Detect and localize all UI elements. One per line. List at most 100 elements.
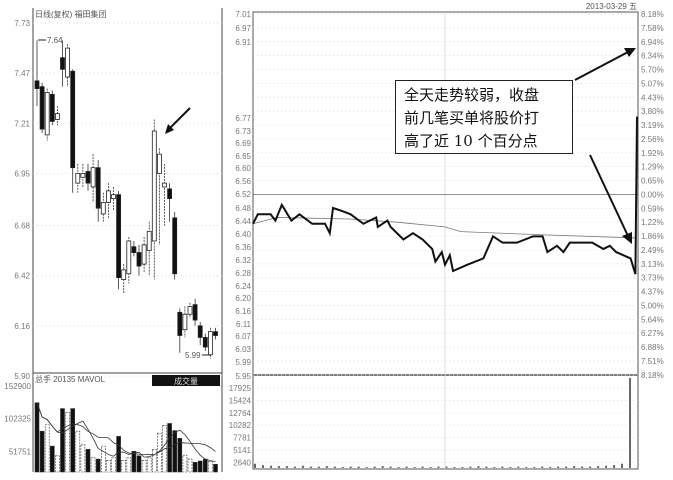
annotation-line: 前几笔买单将股价打 <box>404 109 540 127</box>
volume-bar <box>182 454 188 473</box>
arrow-to-high <box>574 51 629 81</box>
candle-down <box>197 325 203 338</box>
price-tick: 6.56 <box>235 177 251 186</box>
percent-tick: 3.13% <box>641 260 664 269</box>
daily-y-tick: 7.21 <box>14 119 30 128</box>
date-label: 2013-03-29 五 <box>586 2 637 11</box>
average-price-line <box>252 217 636 239</box>
intraday-volume-bar <box>261 465 264 468</box>
volume-tick: 12764 <box>229 409 252 418</box>
volume-bar <box>75 430 81 473</box>
intraday-volume-bar <box>493 467 496 468</box>
volume-bar <box>177 438 183 473</box>
percent-tick: 8.18% <box>641 10 664 19</box>
daily-volume-tick: 102325 <box>4 415 31 424</box>
intraday-volume-bar <box>477 466 480 468</box>
intraday-volume-bar <box>597 466 600 468</box>
intraday-volume-bar <box>525 467 528 468</box>
price-tick: 6.20 <box>235 294 251 303</box>
low-label: 5.99 <box>185 351 201 360</box>
price-tick: 6.36 <box>235 243 251 252</box>
volume-bar <box>152 449 157 473</box>
candle-down <box>34 80 40 89</box>
intraday-volume-bar <box>301 465 304 468</box>
percent-tick: 7.51% <box>641 357 664 366</box>
intraday-volume-bar <box>461 467 464 468</box>
intraday-volume-bar <box>421 466 424 468</box>
candle-up <box>146 230 152 252</box>
percent-tick: 5.70% <box>641 66 664 75</box>
candle-up <box>111 194 116 199</box>
percent-tick: 8.18% <box>641 371 664 380</box>
intraday-volume-bar <box>413 467 416 468</box>
intraday-volume-bar <box>589 466 592 468</box>
volume-bar <box>101 445 106 473</box>
percent-tick: 5.64% <box>641 315 664 324</box>
intraday-volume-bar <box>557 466 560 468</box>
intraday-volume-bar <box>605 465 608 468</box>
high-label: 7.64 <box>47 36 63 45</box>
daily-y-tick: 6.16 <box>14 322 30 331</box>
volume-tick: 2640 <box>233 458 251 467</box>
arrow-head-icon <box>624 48 636 57</box>
candle-up <box>75 173 81 184</box>
price-tick: 6.73 <box>235 127 251 136</box>
daily-y-tick: 6.42 <box>14 272 30 281</box>
percent-tick: 1.22% <box>641 218 664 227</box>
intraday-volume-bar <box>613 465 616 468</box>
price-tick: 6.24 <box>235 282 251 291</box>
volume-bar <box>39 430 45 473</box>
volume-bar <box>34 402 40 473</box>
volume-bar <box>85 449 91 473</box>
intraday-volume-bar <box>621 463 624 468</box>
annotation-line: 高了近 10 个百分点 <box>404 132 538 150</box>
percent-tick: 1.86% <box>641 232 664 241</box>
candle-up <box>126 240 132 275</box>
percent-tick: 2.56% <box>641 135 664 144</box>
intraday-volume-bar <box>277 466 280 468</box>
candle-down <box>192 304 198 321</box>
daily-y-tick: 6.68 <box>14 222 30 231</box>
price-tick: 6.40 <box>235 230 251 239</box>
candle-down <box>85 171 91 184</box>
candle-up <box>65 47 70 78</box>
intraday-volume-bar <box>517 466 520 468</box>
candle-up <box>141 244 147 265</box>
intraday-volume-bar <box>325 466 328 468</box>
price-tick: 6.28 <box>235 269 251 278</box>
daily-y-tick: 7.73 <box>14 19 30 28</box>
volume-bar <box>187 458 193 473</box>
percent-tick: 4.37% <box>641 288 664 297</box>
intraday-volume-bar <box>309 466 312 468</box>
intraday-frame <box>252 11 639 470</box>
price-tick: 6.03 <box>235 345 251 354</box>
daily-panel: 日线(复权) 福田集团 7.73 7.47 7.21 6.95 6.68 6.42 6.16… <box>4 8 223 473</box>
percent-tick: 1.92% <box>641 149 664 158</box>
candle-down <box>60 57 65 70</box>
price-tick: 6.65 <box>235 152 251 161</box>
arrow-head-icon <box>622 232 632 244</box>
price-tick: 6.91 <box>235 38 251 47</box>
candle-down <box>172 217 178 275</box>
percent-tick: 2.49% <box>641 246 664 255</box>
volume-bar <box>65 412 70 473</box>
intraday-volume-bar <box>501 466 504 468</box>
volume-button[interactable] <box>152 375 220 386</box>
candle-up <box>55 113 60 120</box>
volume-tick: 10282 <box>229 421 252 430</box>
percent-tick: 1.29% <box>641 163 664 172</box>
price-tick: 6.97 <box>235 24 251 33</box>
annotation-box: 全天走势较弱，收盘 前几笔买单将股价打 高了近 10 个百分点 <box>395 80 573 154</box>
volume-bar <box>126 457 132 473</box>
intraday-volume-bar <box>549 467 552 468</box>
ma10-volume-line <box>36 402 216 456</box>
volume-button-label[interactable]: 成交量 <box>174 376 198 386</box>
arrow-to-close <box>589 154 629 237</box>
volume-bar <box>213 463 218 473</box>
intraday-volume-bar <box>573 466 576 468</box>
intraday-volume-bar <box>389 466 392 468</box>
intraday-volume-bar <box>357 466 360 468</box>
intraday-volume-bar <box>437 466 440 468</box>
volume-bar <box>208 461 213 473</box>
percent-tick: 3.19% <box>641 121 664 130</box>
